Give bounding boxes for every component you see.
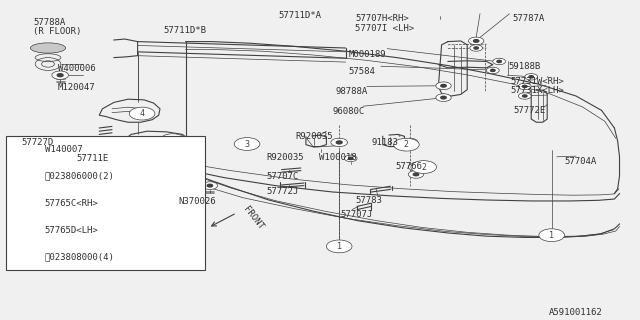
Text: 2: 2: [421, 163, 426, 172]
Text: 91183: 91183: [371, 138, 398, 147]
Circle shape: [52, 71, 68, 79]
Circle shape: [326, 240, 352, 253]
Circle shape: [12, 144, 35, 155]
Text: 2: 2: [404, 140, 409, 149]
Text: 57772J: 57772J: [266, 187, 298, 196]
Text: 57707H<RH>: 57707H<RH>: [355, 14, 409, 23]
Circle shape: [129, 107, 155, 120]
Text: 4: 4: [140, 109, 145, 118]
Text: 57707I <LH>: 57707I <LH>: [355, 24, 414, 33]
Text: 57727D: 57727D: [21, 138, 53, 147]
Text: 57704A: 57704A: [564, 157, 596, 166]
Circle shape: [406, 141, 413, 144]
Circle shape: [522, 95, 527, 97]
Text: M120047: M120047: [58, 83, 95, 92]
Circle shape: [542, 230, 561, 240]
Circle shape: [413, 173, 419, 176]
Circle shape: [468, 37, 484, 45]
Circle shape: [394, 138, 419, 151]
Circle shape: [234, 138, 260, 150]
Circle shape: [413, 166, 419, 168]
Circle shape: [518, 83, 531, 90]
Text: N370026: N370026: [178, 197, 216, 206]
Text: R920035: R920035: [296, 132, 333, 141]
Ellipse shape: [31, 43, 65, 53]
Circle shape: [474, 40, 479, 42]
Text: 3: 3: [20, 199, 26, 208]
Text: M000189: M000189: [349, 50, 387, 59]
Circle shape: [493, 58, 506, 65]
Text: 57766: 57766: [396, 162, 422, 171]
Circle shape: [331, 138, 348, 147]
Circle shape: [436, 82, 451, 90]
Circle shape: [548, 234, 555, 237]
Circle shape: [336, 245, 342, 248]
Circle shape: [474, 47, 479, 49]
Circle shape: [344, 155, 357, 162]
Text: 57772E: 57772E: [513, 106, 545, 115]
Circle shape: [441, 96, 446, 99]
Text: FRONT: FRONT: [242, 205, 266, 232]
Circle shape: [539, 229, 564, 242]
Circle shape: [486, 67, 499, 74]
Circle shape: [336, 141, 342, 144]
Text: 96080C: 96080C: [333, 107, 365, 116]
Circle shape: [436, 94, 451, 101]
Text: 98788A: 98788A: [336, 87, 368, 96]
Circle shape: [518, 93, 531, 99]
Text: 57584: 57584: [349, 67, 376, 76]
Circle shape: [330, 242, 349, 251]
Circle shape: [497, 60, 502, 63]
Circle shape: [160, 134, 186, 147]
Circle shape: [522, 85, 527, 88]
Text: ⓓ023806000(2): ⓓ023806000(2): [45, 172, 115, 181]
Circle shape: [12, 251, 35, 263]
Text: W400006: W400006: [58, 64, 95, 73]
Text: 1: 1: [170, 136, 175, 145]
Circle shape: [411, 161, 436, 173]
Text: ⓓ023808000(4): ⓓ023808000(4): [45, 252, 115, 261]
Circle shape: [12, 197, 35, 209]
Text: W100018: W100018: [319, 153, 356, 162]
Circle shape: [470, 45, 483, 51]
Bar: [6, 136, 205, 270]
Text: 57707J: 57707J: [340, 210, 372, 219]
Circle shape: [401, 138, 418, 147]
Text: 57765D<LH>: 57765D<LH>: [45, 226, 99, 235]
Circle shape: [408, 171, 424, 178]
Circle shape: [408, 163, 424, 171]
Text: 2: 2: [20, 172, 26, 181]
Text: 57788A: 57788A: [33, 18, 65, 27]
Text: 57711D*A: 57711D*A: [278, 11, 321, 20]
Text: 57711E: 57711E: [77, 154, 109, 163]
Circle shape: [525, 74, 538, 80]
Circle shape: [12, 171, 35, 182]
Circle shape: [490, 69, 495, 72]
Text: 57711D*B: 57711D*B: [163, 26, 206, 35]
Text: R920035: R920035: [266, 153, 304, 162]
Text: A591001162: A591001162: [549, 308, 603, 317]
Text: W140007: W140007: [45, 145, 83, 154]
Text: 59188B: 59188B: [509, 62, 541, 71]
Text: 57783: 57783: [355, 196, 382, 205]
Text: (R FLOOR): (R FLOOR): [33, 27, 82, 36]
Circle shape: [441, 84, 446, 87]
Circle shape: [207, 184, 212, 187]
Text: 1: 1: [337, 242, 342, 251]
Circle shape: [349, 157, 353, 160]
Text: 1: 1: [20, 145, 26, 154]
Text: 57787A: 57787A: [512, 14, 544, 23]
Text: 57765C<RH>: 57765C<RH>: [45, 199, 99, 208]
Text: 1: 1: [549, 231, 554, 240]
Circle shape: [529, 76, 533, 78]
Text: 57707C: 57707C: [266, 172, 298, 181]
Circle shape: [57, 74, 63, 77]
Text: 57731W<RH>: 57731W<RH>: [511, 77, 564, 86]
Text: 3: 3: [244, 140, 250, 148]
Circle shape: [202, 182, 218, 189]
Text: 57731X<LH>: 57731X<LH>: [511, 86, 564, 95]
Text: 4: 4: [20, 252, 26, 261]
